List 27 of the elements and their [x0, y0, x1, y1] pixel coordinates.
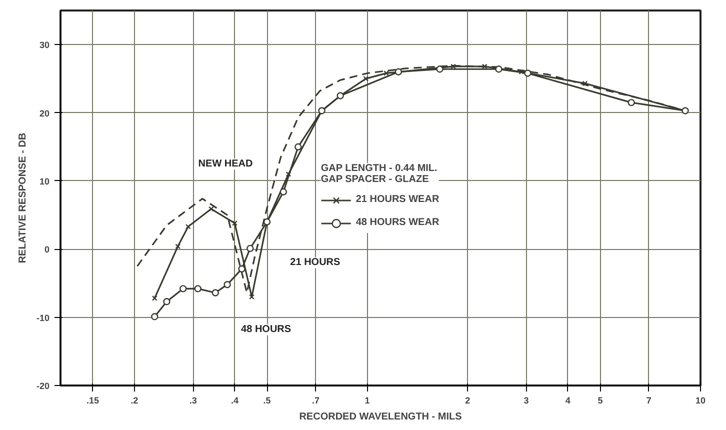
x-axis-title: RECORDED WAVELENGTH - MILS [299, 412, 462, 422]
y-tick-label: 20 [39, 108, 50, 118]
y-tick-label: 0 [44, 244, 50, 255]
x-tick-label: .5 [263, 396, 271, 406]
x-tick-label: 1 [364, 396, 370, 406]
x-tick-label: .4 [230, 396, 238, 406]
y-tick-label: -20 [36, 381, 50, 391]
annotation: 21 HOURS [290, 257, 341, 268]
y-tick-label: 30 [39, 40, 50, 50]
x-tick-label: .7 [312, 396, 320, 406]
y-axis-title: RELATIVE RESPONSE - DB [17, 132, 28, 264]
annotation: 48 HOURS [241, 324, 292, 336]
x-tick-label: .3 [189, 396, 197, 406]
x-tick-label: 3 [524, 396, 529, 406]
y-tick-label: -10 [36, 312, 50, 323]
legend-title: GAP LENGTH - 0.44 MIL. GAP SPACER - GLAZE [320, 162, 438, 184]
legend-label: 48 HOURS WEAR [356, 217, 440, 228]
annotation: NEW HEAD [198, 158, 253, 170]
x-tick-label: 7 [646, 396, 652, 406]
x-tick-label: 4 [565, 396, 570, 406]
y-tick-label: 10 [39, 176, 50, 186]
x-tick-label: .2 [130, 396, 138, 406]
legend-label: 21 HOURS WEAR [356, 194, 440, 205]
x-tick-label: 10 [695, 396, 706, 406]
x-tick-label: .15 [86, 396, 100, 406]
x-tick-label: 5 [598, 396, 603, 406]
x-tick-label: 2 [465, 396, 470, 406]
